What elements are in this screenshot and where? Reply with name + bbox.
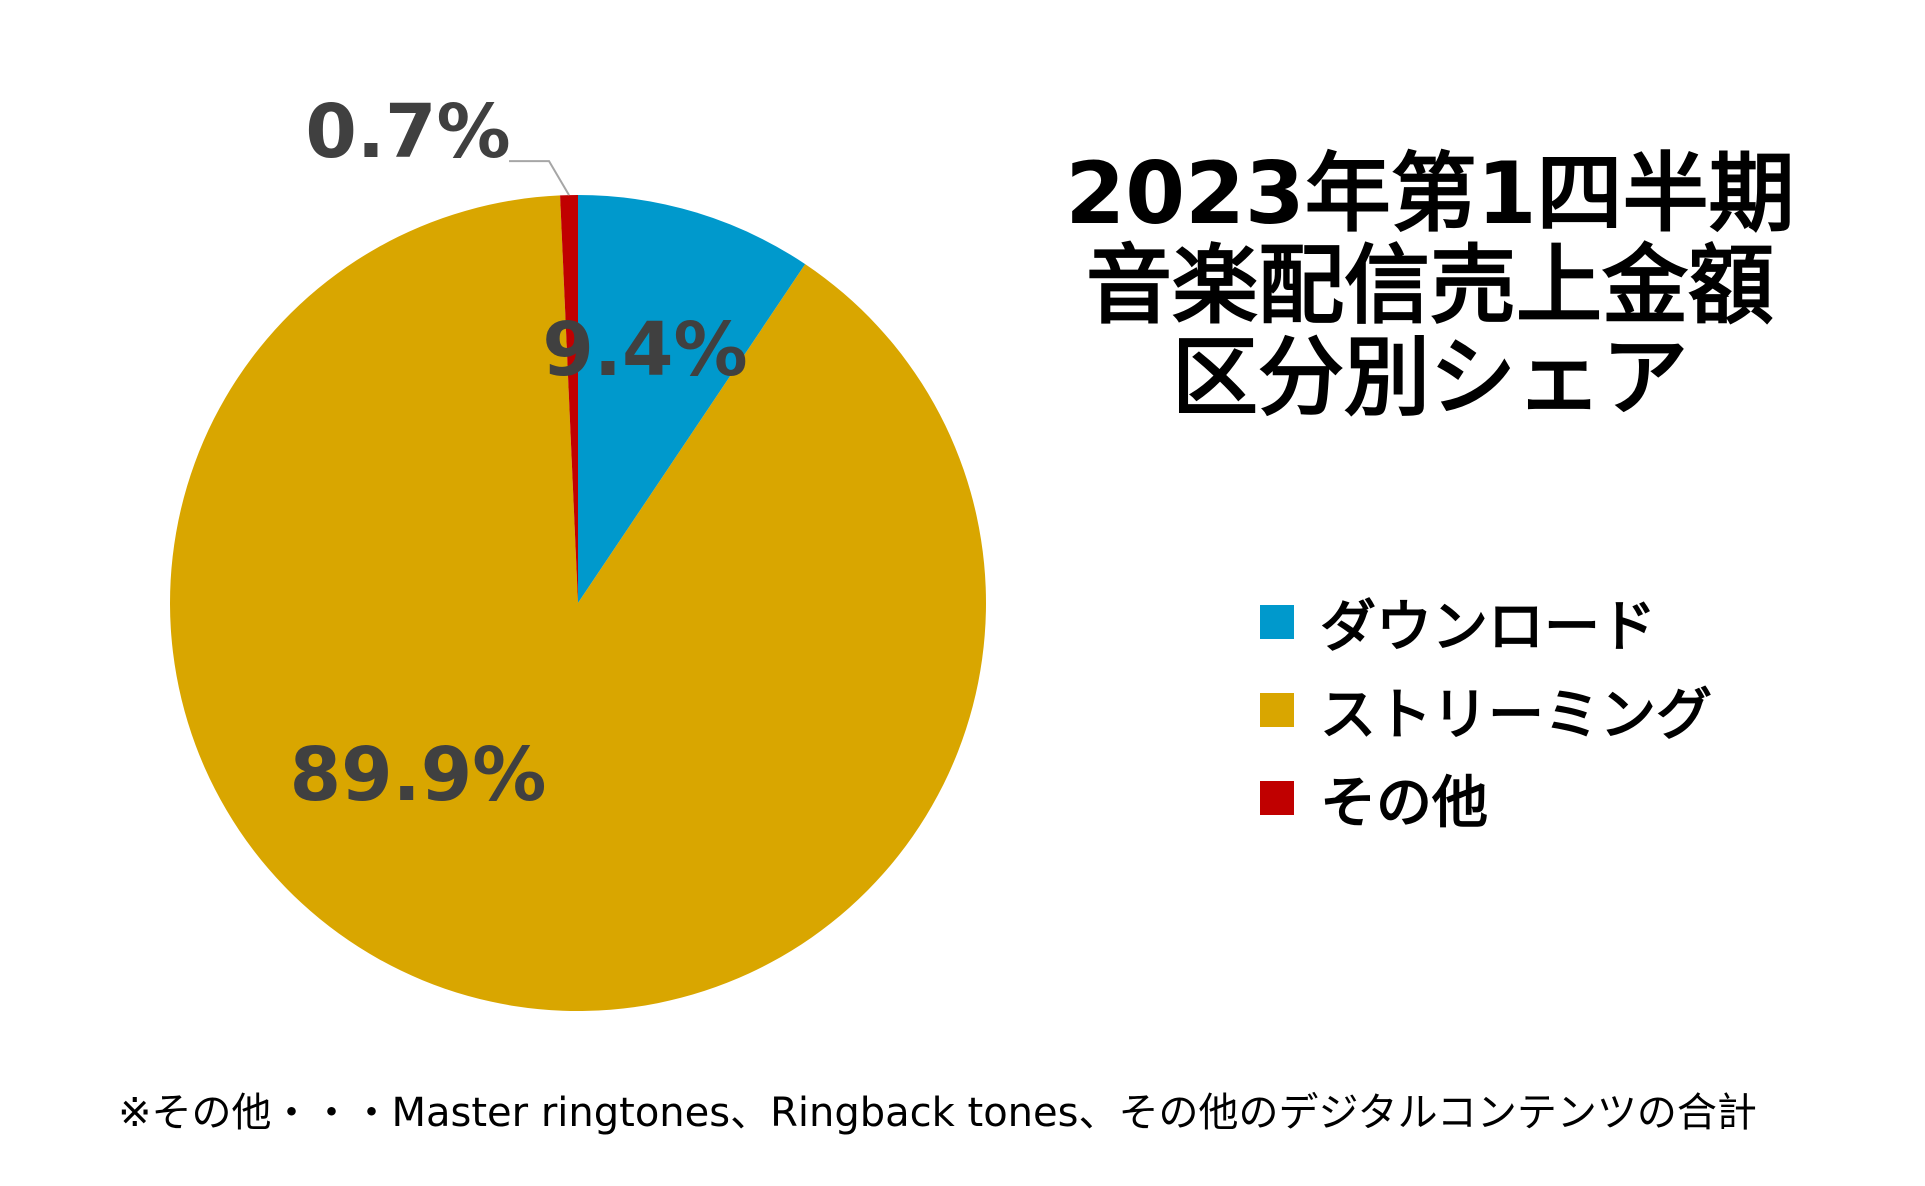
chart-title-line-1: 2023年第1四半期 [1065,144,1795,244]
legend-label-download: ダウンロード [1320,594,1656,660]
legend-swatch-other [1260,781,1294,815]
chart-title: 2023年第1四半期 音楽配信売上金額 区分別シェア [1010,148,1850,424]
pie-slice-streaming [170,195,987,1012]
legend-item-streaming: ストリーミング [1260,666,1820,754]
leader-lines [509,160,570,196]
footnote: ※その他・・・Master ringtones、Ringback tones、そ… [118,1090,1757,1136]
legend-label-other: その他 [1320,770,1488,836]
legend: ダウンロード ストリーミング その他 [1260,578,1820,842]
chart-title-line-3: 区分別シェア [1172,328,1688,428]
pie-slice-download [578,195,806,603]
legend-item-download: ダウンロード [1260,578,1820,666]
legend-swatch-streaming [1260,693,1294,727]
legend-swatch-download [1260,605,1294,639]
data-label-download: 9.4% [542,307,747,393]
legend-label-streaming: ストリーミング [1320,682,1712,748]
legend-item-other: その他 [1260,754,1820,842]
chart-title-line-2: 音楽配信売上金額 [1086,236,1774,336]
data-label-streaming: 89.9% [290,732,547,818]
leader-line-other [509,160,570,196]
pie-slice-other [560,195,578,603]
pie-slices [170,195,987,1012]
data-label-other: 0.7% [305,89,510,175]
data-labels: 9.4% 89.9% 0.7% [290,89,748,818]
